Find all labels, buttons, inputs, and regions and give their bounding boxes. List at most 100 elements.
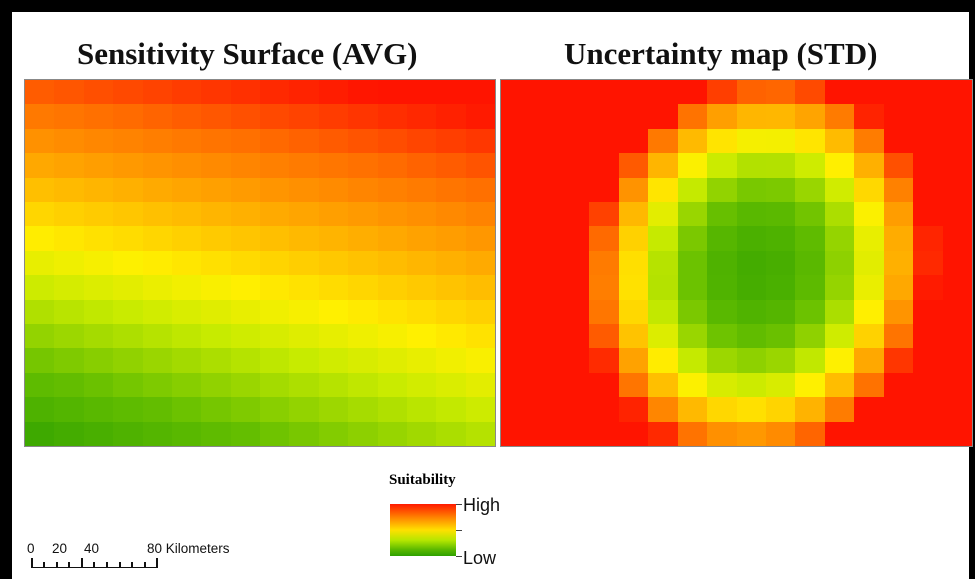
sensitivity-cell [54, 372, 84, 398]
sensitivity-cell [230, 80, 260, 105]
uncertainty-cell [559, 104, 590, 129]
uncertainty-cell [765, 299, 796, 324]
uncertainty-cell [942, 372, 972, 398]
uncertainty-cell [883, 299, 914, 324]
uncertainty-cell [883, 397, 914, 422]
uncertainty-cell [707, 80, 737, 105]
uncertainty-cell [795, 153, 825, 178]
uncertainty-cell [589, 153, 619, 178]
uncertainty-cell [589, 104, 619, 129]
uncertainty-cell [589, 275, 619, 300]
sensitivity-cell [201, 275, 231, 300]
sensitivity-cell [348, 299, 378, 324]
sensitivity-cell [171, 299, 202, 324]
sensitivity-cell [230, 299, 260, 324]
uncertainty-cell [795, 250, 825, 276]
uncertainty-cell [618, 299, 649, 324]
uncertainty-cell [765, 226, 796, 251]
legend-high-label: High [463, 495, 501, 515]
uncertainty-cell [677, 397, 708, 422]
uncertainty-cell [677, 80, 708, 105]
sensitivity-cell [318, 250, 349, 276]
sensitivity-cell [171, 128, 202, 154]
sensitivity-cell [318, 128, 349, 154]
sensitivity-cell [171, 226, 202, 251]
uncertainty-cell [618, 128, 649, 154]
sensitivity-cell [260, 397, 290, 422]
sensitivity-cell [171, 177, 202, 202]
sensitivity-cell [83, 226, 114, 251]
uncertainty-cell [824, 128, 855, 154]
sensitivity-cell [142, 104, 172, 129]
scale-bar [31, 558, 158, 568]
uncertainty-cell [648, 104, 678, 129]
sensitivity-cell [83, 421, 114, 446]
uncertainty-cell [824, 323, 855, 349]
sensitivity-cell [171, 250, 202, 276]
scale-bar-tick [144, 562, 146, 568]
uncertainty-cell [765, 128, 796, 154]
sensitivity-cell [348, 348, 378, 373]
sensitivity-cell [465, 397, 495, 422]
sensitivity-cell [318, 348, 349, 373]
uncertainty-cell [589, 397, 619, 422]
uncertainty-cell [589, 421, 619, 446]
uncertainty-cell [530, 275, 560, 300]
uncertainty-cell [648, 348, 678, 373]
sensitivity-cell [348, 80, 378, 105]
sensitivity-cell [25, 421, 55, 446]
sensitivity-cell [83, 275, 114, 300]
sensitivity-cell [348, 250, 378, 276]
sensitivity-cell [171, 348, 202, 373]
sensitivity-cell [142, 421, 172, 446]
sensitivity-cell [142, 153, 172, 178]
scale-bar-tick [131, 562, 133, 568]
sensitivity-cell [25, 153, 55, 178]
sensitivity-cell [113, 153, 143, 178]
uncertainty-cell [707, 299, 737, 324]
sensitivity-cell [54, 201, 84, 227]
uncertainty-cell [559, 201, 590, 227]
uncertainty-cell [501, 80, 531, 105]
sensitivity-cell [289, 201, 319, 227]
uncertainty-cell [942, 275, 972, 300]
uncertainty-cell [589, 177, 619, 202]
uncertainty-cell [824, 397, 855, 422]
uncertainty-cell [501, 153, 531, 178]
uncertainty-cell [530, 372, 560, 398]
sensitivity-cell [54, 80, 84, 105]
uncertainty-cell [530, 397, 560, 422]
uncertainty-cell [648, 372, 678, 398]
sensitivity-cell [348, 128, 378, 154]
sensitivity-cell [348, 372, 378, 398]
uncertainty-cell [883, 177, 914, 202]
uncertainty-cell [677, 275, 708, 300]
uncertainty-cell [824, 201, 855, 227]
uncertainty-cell [854, 250, 884, 276]
uncertainty-cell [648, 201, 678, 227]
sensitivity-cell [318, 153, 349, 178]
sensitivity-cell [318, 397, 349, 422]
sensitivity-cell [142, 250, 172, 276]
uncertainty-cell [913, 153, 943, 178]
uncertainty-cell [736, 323, 766, 349]
sensitivity-cell [260, 104, 290, 129]
uncertainty-cell [883, 128, 914, 154]
uncertainty-cell [589, 323, 619, 349]
sensitivity-cell [230, 372, 260, 398]
uncertainty-cell [648, 421, 678, 446]
sensitivity-cell [289, 226, 319, 251]
sensitivity-cell [171, 421, 202, 446]
uncertainty-cell [795, 372, 825, 398]
sensitivity-cell [201, 201, 231, 227]
sensitivity-cell [201, 153, 231, 178]
uncertainty-cell [942, 421, 972, 446]
uncertainty-cell [677, 177, 708, 202]
sensitivity-cell [230, 323, 260, 349]
sensitivity-cell [436, 250, 466, 276]
sensitivity-cell [201, 299, 231, 324]
uncertainty-cell [707, 153, 737, 178]
uncertainty-cell [707, 177, 737, 202]
sensitivity-cell [83, 250, 114, 276]
sensitivity-cell [318, 226, 349, 251]
